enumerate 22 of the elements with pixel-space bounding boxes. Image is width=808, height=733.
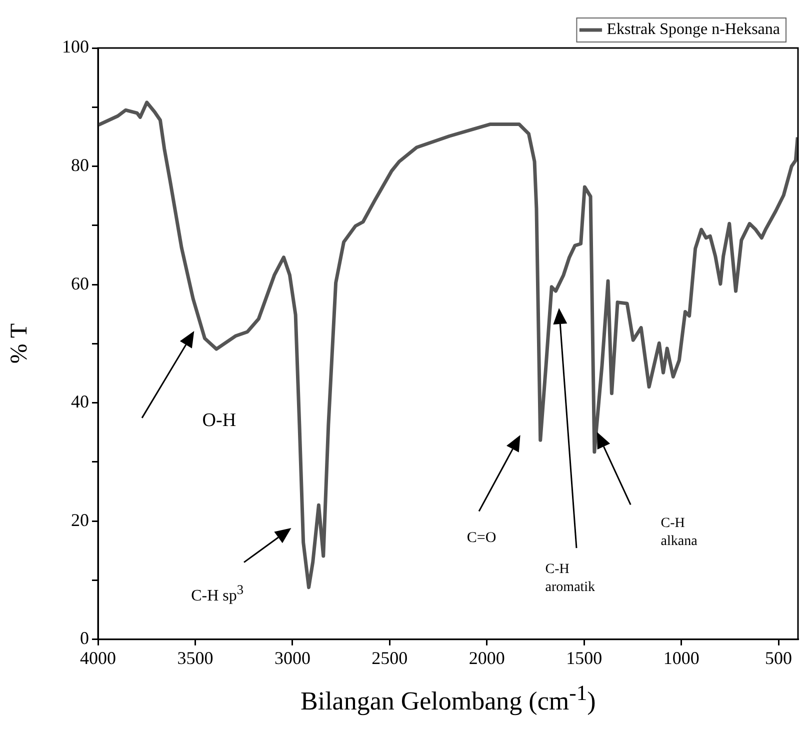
y-axis-title: % T: [6, 324, 34, 364]
x-tick-label: 1500: [566, 648, 602, 668]
y-tick-label: 100: [62, 36, 89, 57]
annotation: C-H alkana: [660, 514, 698, 551]
x-tick-label: 1000: [663, 648, 700, 668]
y-tick-label: 40: [71, 392, 89, 412]
x-tick-label: 4000: [80, 648, 116, 668]
x-tick-label: 500: [765, 648, 792, 668]
y-tick-label: 80: [71, 155, 89, 176]
annotation: C-H sp$^{3}$: [191, 581, 245, 607]
annotation: O-H: [202, 409, 238, 434]
x-tick-label: 2500: [372, 648, 408, 668]
y-tick-label: 0: [80, 628, 89, 648]
annotation: C-H aromatik: [545, 560, 596, 597]
y-tick-label: 20: [71, 510, 89, 530]
x-tick-label: 2000: [468, 648, 505, 668]
x-tick-label: 3500: [177, 648, 214, 668]
legend-label: Ekstrak Sponge n-Heksana: [606, 21, 780, 38]
x-tick-label: 3000: [274, 648, 310, 668]
y-tick-label: 60: [71, 273, 89, 294]
x-axis-title: Bilangan Gelombang (cm$^{-1}$): [300, 681, 596, 718]
annotation: C=O: [466, 528, 498, 548]
